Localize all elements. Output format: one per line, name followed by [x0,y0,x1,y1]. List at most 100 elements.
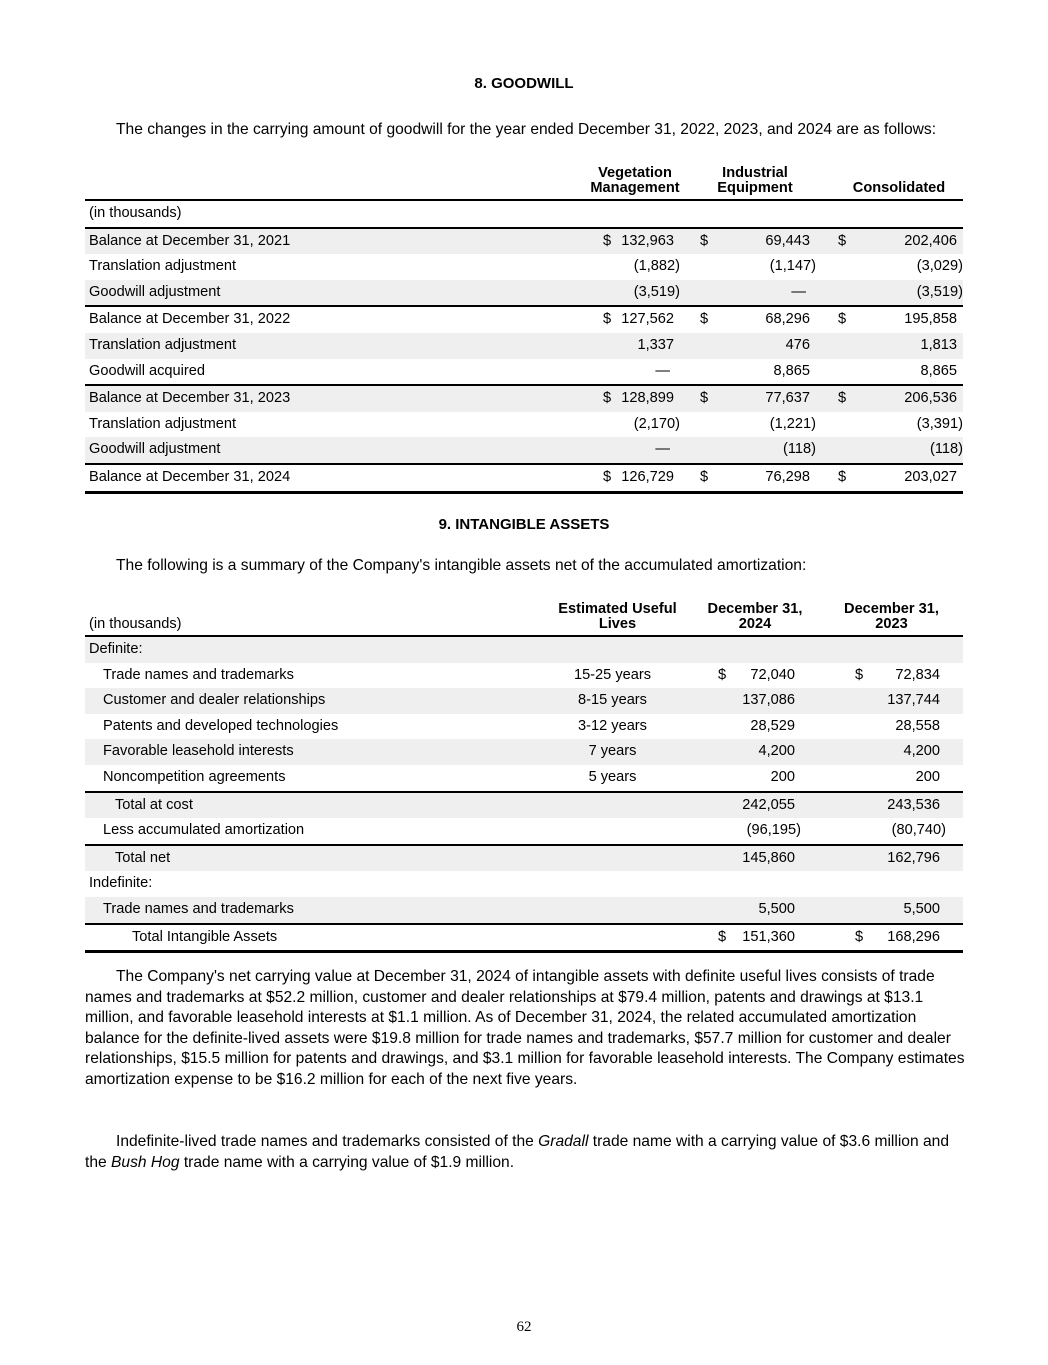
row-label: Noncompetition agreements [103,768,286,785]
value-cell: (3,029) [825,254,963,280]
value-cell: $76,298 [685,462,825,494]
dollar-sign: $ [838,311,847,328]
dollar-sign: $ [700,232,709,249]
dollar-sign: $ [700,390,709,407]
value: 128,899 [621,390,674,407]
value-cell: — [685,279,825,307]
value: (3,391) [916,415,963,432]
value-cell: 200 [690,765,820,792]
row-label: Translation adjustment [89,258,237,275]
column-header-line: 2024 [738,616,772,632]
value: (80,740) [891,822,946,839]
useful-life [545,896,690,924]
column-header: Consolidated [825,166,963,201]
row-label: Definite: [85,636,545,663]
value-cell: $77,637 [685,384,825,412]
value-cell: (3,519) [825,279,963,307]
value-cell: 137,744 [820,688,963,714]
useful-life [545,636,690,663]
table-row: Goodwill adjustment — (118) (118) [85,437,963,464]
value-cell: 28,529 [690,714,820,740]
column-header-line: December 31, [707,601,803,617]
table-row: Total net 145,860 162,796 [85,843,963,872]
table-row: Translation adjustment (2,170) (1,221) (3,3… [85,412,963,438]
table-row: Balance at December 31, 2024 $126,729 $76,… [85,462,963,494]
value-cell: 4,200 [820,739,963,765]
table-row: Trade names and trademarks 15-25 years $72… [85,663,963,689]
table-row: Total at cost 242,055 243,536 [85,790,963,819]
value: 72,040 [750,666,795,683]
row-label: Favorable leasehold interests [85,739,545,765]
row-label: Goodwill adjustment [85,279,585,307]
column-header: Vegetation Management [585,165,685,201]
value-cell: 5,500 [820,896,963,924]
goodwill-table: Vegetation Management Industrial Equipment C… [85,166,963,494]
dollar-sign: $ [700,468,709,485]
table-row: Definite: [85,636,963,663]
row-label: Less accumulated amortization [103,822,305,839]
value: 195,858 [904,311,957,328]
value: 145,860 [742,849,795,866]
useful-life [545,843,690,872]
row-label: Trade names and trademarks [85,896,545,924]
empty-cell [685,200,825,228]
value-cell: 4,200 [690,739,820,765]
intangibles-intro: The following is a summary of the Compan… [116,557,807,574]
useful-life [545,790,690,819]
row-label: Total Intangible Assets [85,922,545,954]
row-label: Goodwill acquired [89,362,206,379]
table-row: Less accumulated amortization (96,195) (80… [85,818,963,845]
value-cell: $68,296 [685,305,825,333]
value: 168,296 [887,928,940,945]
table-row: Noncompetition agreements 5 years 200 200 [85,765,963,792]
value: — [655,362,670,379]
value: 127,562 [621,311,674,328]
value: 28,529 [750,717,795,734]
value: 476 [785,336,810,353]
header-spacer [85,166,585,201]
column-header: December 31, 2024 [690,601,820,637]
value: 72,834 [895,666,940,683]
value-cell: 8,865 [825,359,963,386]
intangibles-title: 9. INTANGIBLE ASSETS [438,516,610,533]
row-label: Total at cost [85,790,545,819]
value-cell: (1,147) [685,254,825,280]
row-label: Balance at December 31, 2023 [85,384,585,412]
value-cell: 137,086 [690,688,820,714]
value: 69,443 [765,232,810,249]
value: 243,536 [887,796,940,813]
column-header-line: Vegetation [598,165,672,181]
goodwill-title: 8. GOODWILL [474,75,574,92]
dollar-sign: $ [700,311,709,328]
dollar-sign: $ [718,928,727,945]
value-cell: $69,443 [685,226,825,255]
row-label: Goodwill adjustment [85,437,585,464]
value: 5,500 [903,900,940,917]
value-cell: $72,040 [690,663,820,689]
table-row: Balance at December 31, 2021 $132,963 $69,… [85,226,963,255]
table-row: Patents and developed technologies 3-12 y… [85,714,963,740]
column-header: Estimated Useful Lives [545,602,690,637]
table-row: Balance at December 31, 2023 $128,899 $77,… [85,384,963,412]
column-header-line: Lives [598,616,637,632]
value: (2,170) [633,415,680,432]
value-cell: $128,899 [585,384,685,412]
useful-life [545,871,690,897]
value: 77,637 [765,390,810,407]
value: 28,558 [895,717,940,734]
dollar-sign: $ [838,232,847,249]
table-row: Translation adjustment (1,882) (1,147) (3,0… [85,254,963,280]
row-label: Total net [85,843,545,872]
value: 4,200 [758,743,795,760]
dollar-sign: $ [855,928,864,945]
dollar-sign: $ [603,390,612,407]
value-cell: 145,860 [690,843,820,872]
column-header-line: Consolidated [852,180,946,196]
value-cell: 476 [685,332,825,359]
table-row: Indefinite: [85,871,963,897]
dollar-sign: $ [603,311,612,328]
value: 8,865 [773,362,810,379]
value: 242,055 [742,796,795,813]
empty-cell [825,200,963,228]
